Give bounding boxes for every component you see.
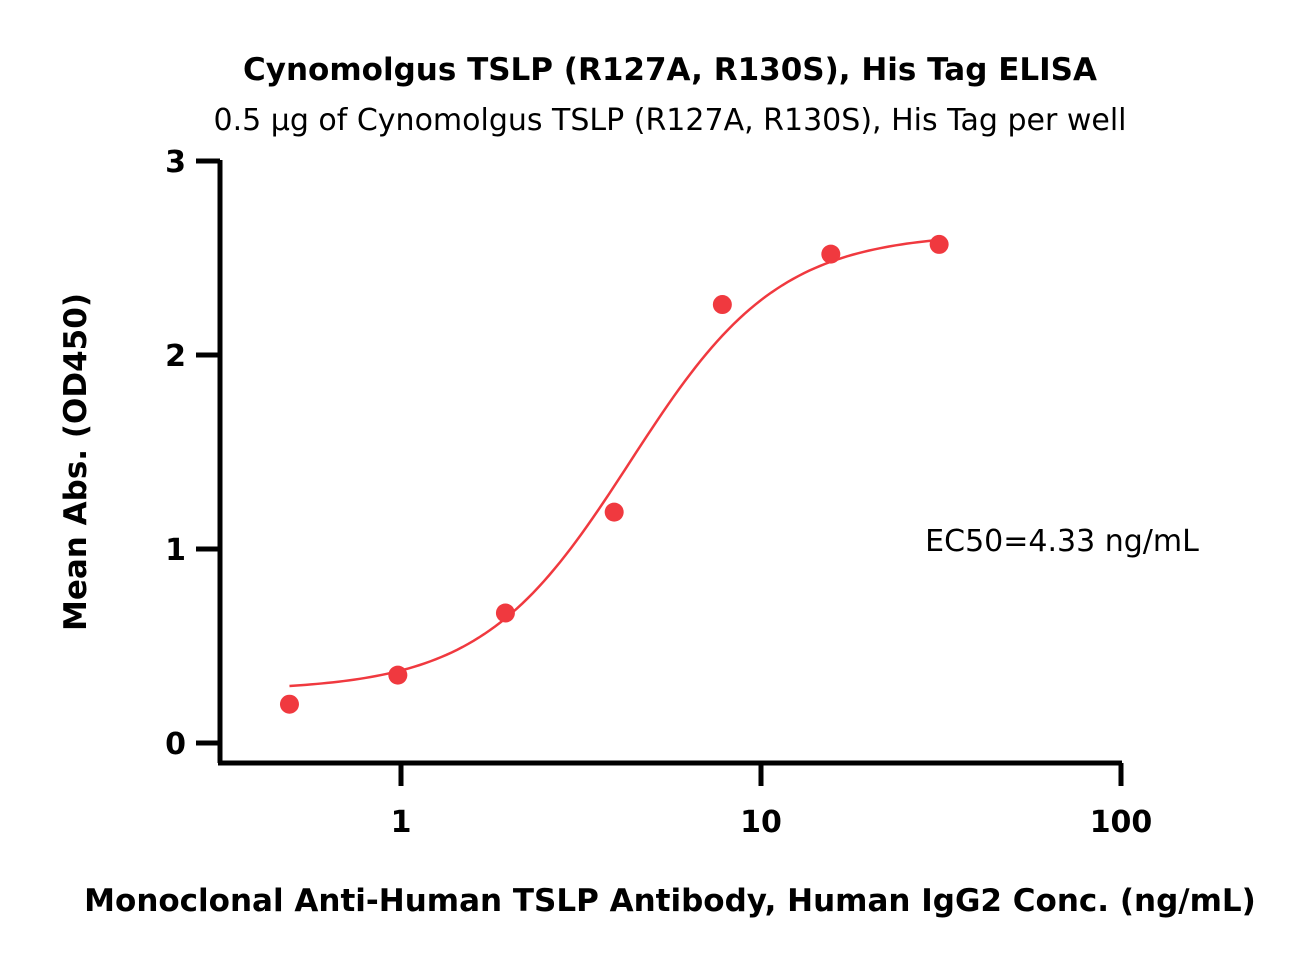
chart-title: Cynomolgus TSLP (R127A, R130S), His Tag … [243, 52, 1097, 88]
data-point [388, 665, 408, 685]
ec50-annotation: EC50=4.33 ng/mL [925, 524, 1199, 559]
y-tick-label: 1 [165, 533, 186, 568]
data-point [279, 694, 299, 714]
y-tick-label: 3 [165, 145, 186, 180]
data-point [495, 603, 515, 623]
data-points [279, 234, 949, 714]
axes [217, 160, 1122, 766]
data-point [821, 244, 841, 264]
y-tick-label: 2 [165, 339, 186, 374]
fit-curve [289, 238, 940, 688]
x-ticks: 1 10 100 [391, 763, 1153, 840]
y-ticks: 0 1 2 3 [165, 145, 220, 762]
x-tick-label: 1 [391, 805, 412, 840]
data-point [604, 502, 624, 522]
x-tick-label: 100 [1090, 805, 1153, 840]
x-tick-label: 10 [740, 805, 782, 840]
data-point [712, 295, 732, 315]
chart-subtitle: 0.5 µg of Cynomolgus TSLP (R127A, R130S)… [213, 103, 1126, 138]
y-axis-title: Mean Abs. (OD450) [58, 293, 94, 631]
y-tick-label: 0 [165, 727, 186, 762]
data-point [929, 234, 949, 254]
x-axis-title: Monoclonal Anti-Human TSLP Antibody, Hum… [84, 883, 1256, 919]
